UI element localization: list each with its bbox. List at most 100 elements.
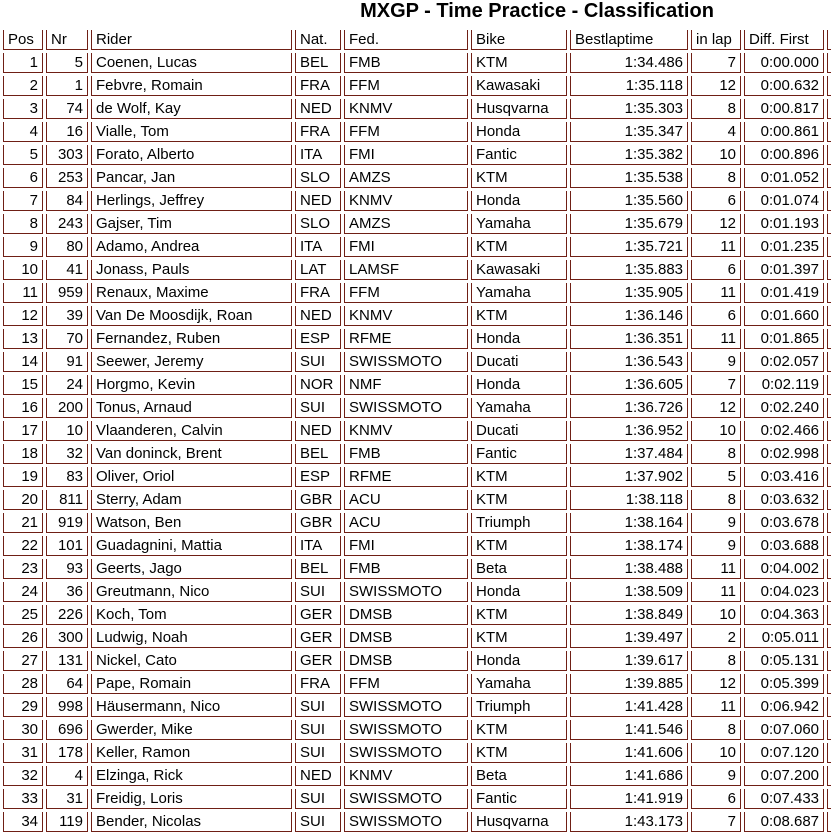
table-row: 23 93 Geerts, Jago BEL FMB Beta 1:38.488 11 0:04… (3, 559, 831, 579)
cell-diff_first: 0:01.052 (744, 168, 824, 188)
cell-bestlaptime: 1:38.488 (570, 559, 688, 579)
cell-nr: 696 (46, 720, 88, 740)
cell-bike: KTM (471, 628, 567, 648)
cell-pos: 16 (3, 398, 43, 418)
cell-fed: SWISSMOTO (344, 789, 468, 809)
column-header-pos: Pos (3, 30, 43, 50)
cell-rider: Bender, Nicolas (91, 812, 292, 832)
cell-in_lap: 10 (691, 605, 741, 625)
cell-in_lap: 6 (691, 260, 741, 280)
cell-bike: Yamaha (471, 283, 567, 303)
cell-bike: Ducati (471, 421, 567, 441)
cell-nat: NED (295, 306, 341, 326)
cell-nr: 959 (46, 283, 88, 303)
column-header-next_partial (827, 30, 831, 50)
cell-fed: SWISSMOTO (344, 720, 468, 740)
cell-fed: ACU (344, 513, 468, 533)
cell-bestlaptime: 1:35.118 (570, 76, 688, 96)
cell-nr: 998 (46, 697, 88, 717)
cell-nr: 303 (46, 145, 88, 165)
cell-bike: KTM (471, 490, 567, 510)
cell-bike: Honda (471, 329, 567, 349)
cell-bestlaptime: 1:39.617 (570, 651, 688, 671)
cell-in_lap: 11 (691, 582, 741, 602)
cell-fed: FMI (344, 536, 468, 556)
cell-nr: 1 (46, 76, 88, 96)
table-row: 33 31 Freidig, Loris SUI SWISSMOTO Fantic 1:41… (3, 789, 831, 809)
cell-rider: Guadagnini, Mattia (91, 536, 292, 556)
cell-nr: 253 (46, 168, 88, 188)
table-row: 3 74 de Wolf, Kay NED KNMV Husqvarna 1:35.303 8… (3, 99, 831, 119)
cell-nr: 31 (46, 789, 88, 809)
cell-pos: 2 (3, 76, 43, 96)
table-row: 2 1 Febvre, Romain FRA FFM Kawasaki 1:35.118 12… (3, 76, 831, 96)
cell-bestlaptime: 1:38.118 (570, 490, 688, 510)
cell-fed: RFME (344, 467, 468, 487)
table-row: 29 998 Häusermann, Nico SUI SWISSMOTO Triumph… (3, 697, 831, 717)
cell-pos: 23 (3, 559, 43, 579)
cell-in_lap: 6 (691, 789, 741, 809)
cell-bestlaptime: 1:35.721 (570, 237, 688, 257)
table-row: 27 131 Nickel, Cato GER DMSB Honda 1:39.617 8 0:… (3, 651, 831, 671)
cell-nat: ITA (295, 145, 341, 165)
cell-in_lap: 11 (691, 697, 741, 717)
table-row: 24 36 Greutmann, Nico SUI SWISSMOTO Honda 1:38… (3, 582, 831, 602)
table-row: 28 64 Pape, Romain FRA FFM Yamaha 1:39.885 12 0:… (3, 674, 831, 694)
cell-rider: Freidig, Loris (91, 789, 292, 809)
cell-bike: Yamaha (471, 214, 567, 234)
cell-fed: SWISSMOTO (344, 582, 468, 602)
cell-next_partial (827, 697, 831, 717)
cell-bike: Fantic (471, 444, 567, 464)
cell-in_lap: 12 (691, 674, 741, 694)
cell-next_partial (827, 559, 831, 579)
cell-rider: Gwerder, Mike (91, 720, 292, 740)
cell-diff_first: 0:01.865 (744, 329, 824, 349)
table-row: 19 83 Oliver, Oriol ESP RFME KTM 1:37.902 5 0:03… (3, 467, 831, 487)
cell-fed: FFM (344, 674, 468, 694)
table-row: 9 80 Adamo, Andrea ITA FMI KTM 1:35.721 11 0:01.… (3, 237, 831, 257)
cell-next_partial (827, 812, 831, 832)
table-row: 22 101 Guadagnini, Mattia ITA FMI KTM 1:38.174… (3, 536, 831, 556)
cell-nat: BEL (295, 444, 341, 464)
cell-nr: 300 (46, 628, 88, 648)
cell-next_partial (827, 99, 831, 119)
cell-nr: 811 (46, 490, 88, 510)
cell-fed: DMSB (344, 628, 468, 648)
cell-diff_first: 0:01.193 (744, 214, 824, 234)
cell-nr: 24 (46, 375, 88, 395)
cell-pos: 26 (3, 628, 43, 648)
cell-in_lap: 12 (691, 398, 741, 418)
cell-fed: SWISSMOTO (344, 697, 468, 717)
cell-diff_first: 0:03.416 (744, 467, 824, 487)
cell-rider: Nickel, Cato (91, 651, 292, 671)
cell-rider: Vialle, Tom (91, 122, 292, 142)
cell-pos: 33 (3, 789, 43, 809)
cell-pos: 22 (3, 536, 43, 556)
cell-diff_first: 0:01.235 (744, 237, 824, 257)
cell-next_partial (827, 582, 831, 602)
cell-diff_first: 0:07.060 (744, 720, 824, 740)
cell-nat: FRA (295, 283, 341, 303)
cell-diff_first: 0:03.678 (744, 513, 824, 533)
cell-nr: 70 (46, 329, 88, 349)
cell-bike: Beta (471, 559, 567, 579)
cell-bestlaptime: 1:36.952 (570, 421, 688, 441)
cell-next_partial (827, 513, 831, 533)
cell-fed: NMF (344, 375, 468, 395)
cell-bike: KTM (471, 53, 567, 73)
cell-fed: FMB (344, 53, 468, 73)
cell-next_partial (827, 398, 831, 418)
cell-next_partial (827, 168, 831, 188)
cell-pos: 1 (3, 53, 43, 73)
cell-next_partial (827, 651, 831, 671)
cell-next_partial (827, 743, 831, 763)
cell-fed: FFM (344, 76, 468, 96)
cell-bike: KTM (471, 237, 567, 257)
cell-next_partial (827, 720, 831, 740)
cell-fed: AMZS (344, 168, 468, 188)
cell-in_lap: 9 (691, 766, 741, 786)
cell-diff_first: 0:08.687 (744, 812, 824, 832)
column-header-fed: Fed. (344, 30, 468, 50)
cell-bestlaptime: 1:35.538 (570, 168, 688, 188)
